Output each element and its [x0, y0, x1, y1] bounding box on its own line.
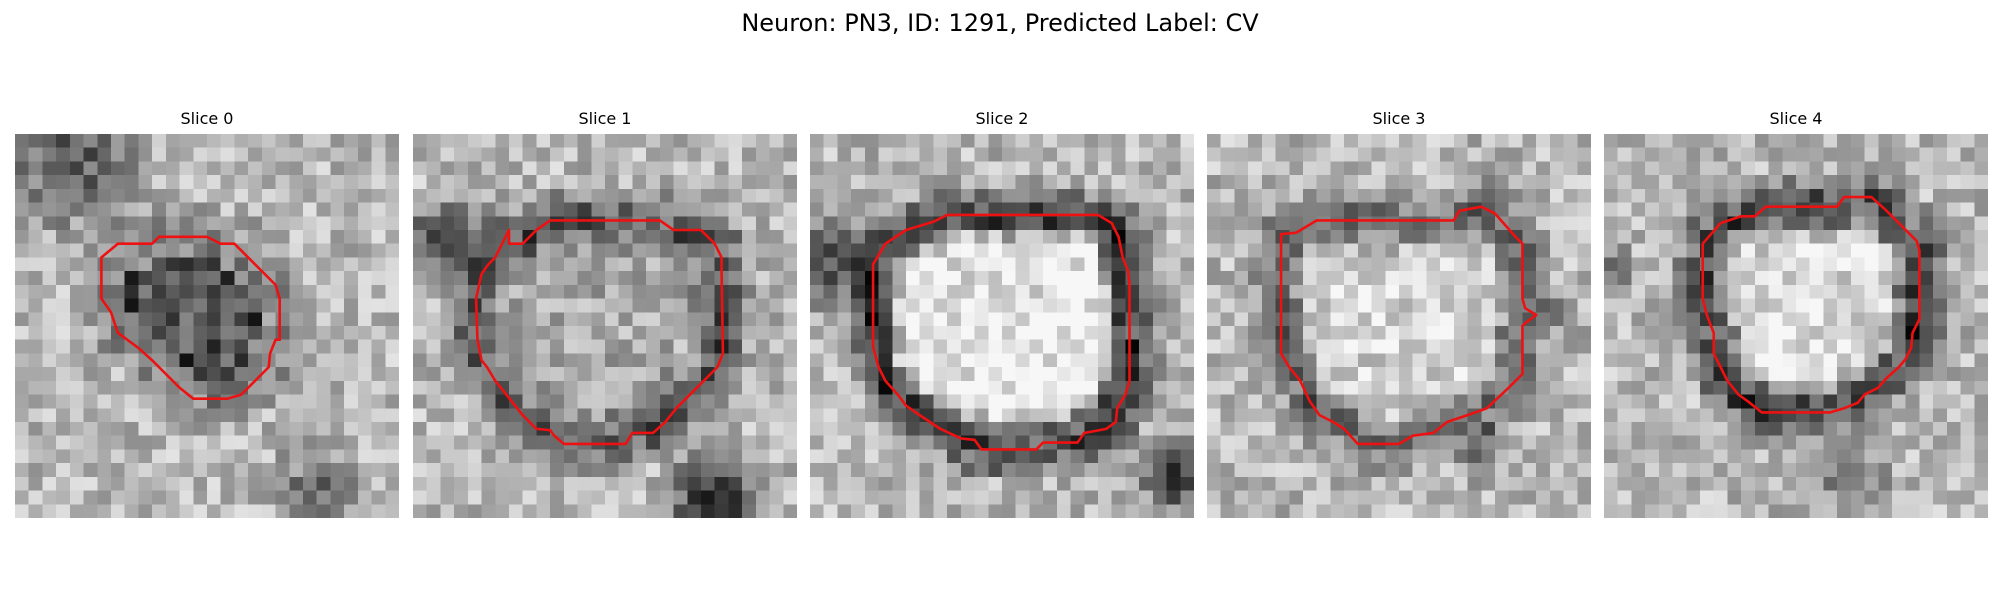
slice-image-4 — [1604, 134, 1988, 518]
segmentation-contour-0 — [100, 235, 281, 400]
slice-title-3: Slice 3 — [1372, 109, 1426, 128]
segmentation-contour-3 — [1279, 205, 1538, 446]
micrograph-pixels — [413, 134, 797, 518]
segmentation-contour-2 — [871, 213, 1131, 451]
slice-title-0: Slice 0 — [180, 109, 234, 128]
segmentation-contour-1 — [474, 219, 725, 446]
slice-title-4: Slice 4 — [1769, 109, 1823, 128]
slice-image-0 — [15, 134, 399, 518]
micrograph-pixels — [1604, 134, 1988, 518]
slice-image-1 — [413, 134, 797, 518]
segmentation-contour-4 — [1701, 195, 1921, 414]
figure-title: Neuron: PN3, ID: 1291, Predicted Label: … — [741, 9, 1259, 37]
micrograph-pixels — [810, 134, 1194, 518]
micrograph-pixels — [15, 134, 399, 518]
slice-title-2: Slice 2 — [975, 109, 1029, 128]
slice-image-2 — [810, 134, 1194, 518]
slice-image-3 — [1207, 134, 1591, 518]
slice-title-1: Slice 1 — [578, 109, 632, 128]
micrograph-pixels — [1207, 134, 1591, 518]
